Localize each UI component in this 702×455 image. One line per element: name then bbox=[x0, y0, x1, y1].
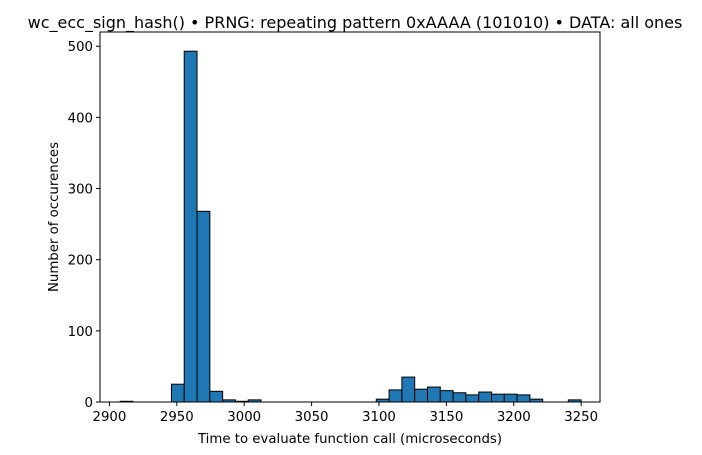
histogram-bar bbox=[478, 391, 493, 403]
plot-frame bbox=[99, 31, 601, 403]
x-tick-label: 2950 bbox=[160, 410, 194, 425]
x-tick-label: 3100 bbox=[362, 410, 396, 425]
x-tick-label: 3050 bbox=[295, 410, 329, 425]
histogram-bar bbox=[465, 394, 480, 403]
histogram-bar bbox=[452, 392, 467, 403]
histogram-bar bbox=[196, 210, 211, 403]
x-tick-label: 3000 bbox=[227, 410, 261, 425]
y-tick-label: 400 bbox=[68, 111, 93, 126]
histogram-bar bbox=[491, 393, 505, 403]
histogram-bar bbox=[414, 388, 428, 403]
y-tick-label: 100 bbox=[68, 325, 93, 340]
y-axis-ticks: 0 100 200 300 400 500 bbox=[68, 40, 100, 411]
histogram-bar bbox=[516, 394, 531, 403]
histogram-bar bbox=[388, 389, 403, 403]
chart-title: wc_ecc_sign_hash() • PRNG: repeating pat… bbox=[28, 13, 683, 33]
x-tick-label: 3200 bbox=[497, 410, 531, 425]
histogram-bar bbox=[401, 376, 416, 403]
bars-group bbox=[119, 50, 582, 403]
y-tick-label: 0 bbox=[85, 396, 93, 411]
x-tick-label: 2900 bbox=[93, 410, 127, 425]
x-axis-label: Time to evaluate function call (microsec… bbox=[197, 432, 502, 447]
y-tick-label: 500 bbox=[68, 40, 93, 55]
histogram-bar bbox=[183, 50, 198, 403]
histogram-bar bbox=[503, 393, 518, 403]
histogram-bar bbox=[439, 390, 454, 403]
x-tick-label: 3250 bbox=[564, 410, 598, 425]
histogram-bar bbox=[170, 383, 185, 403]
x-axis-ticks: 2900 2950 3000 3050 3100 3150 3200 3250 bbox=[93, 402, 598, 425]
histogram-bar bbox=[209, 390, 224, 403]
y-axis-label: Number of occurences bbox=[47, 142, 62, 292]
x-tick-label: 3150 bbox=[429, 410, 463, 425]
y-tick-label: 200 bbox=[68, 254, 93, 269]
histogram-bar bbox=[426, 386, 441, 403]
y-tick-label: 300 bbox=[68, 183, 93, 198]
